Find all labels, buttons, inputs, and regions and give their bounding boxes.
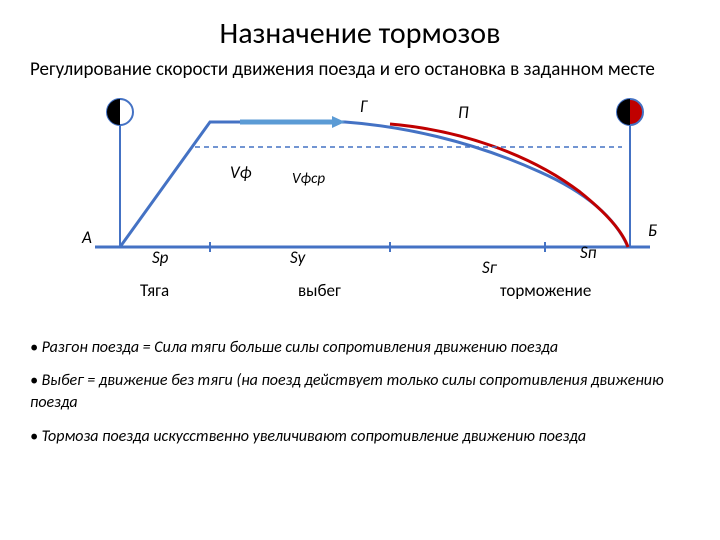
label-Sp: Sр [152,247,168,268]
label-Spn: Sп [580,242,597,263]
signal-left-icon [107,99,133,125]
label-A: А [82,227,92,248]
brake-curve [390,124,628,247]
mode-torm: торможение [500,280,591,301]
label-Sg: Sг [482,257,497,278]
label-Sy: Sу [290,247,305,268]
subtitle: Регулирование скорости движения поезда и… [30,58,690,82]
label-G: Г [360,96,367,117]
bullet-list: • Разгон поезда = Сила тяги больше силы … [30,337,690,447]
page-title: Назначение тормозов [30,15,690,52]
speed-profile-diagram: Г П Vф Vфср А Б Sр Sу Sг Sп Тяга выбег т… [40,92,680,322]
bullet-1: • Разгон поезда = Сила тяги больше силы … [30,337,690,359]
label-Vf: Vф [230,162,252,183]
bullet-2: • Выбег = движение без тяги (на поезд де… [30,370,690,413]
label-B: Б [648,220,657,241]
signal-right-icon [617,99,643,125]
speed-curve-main [120,122,628,247]
mode-tyaga: Тяга [140,280,169,301]
bullet-3: • Тормоза поезда искусственно увеличиваю… [30,426,690,448]
label-P: П [458,102,469,123]
label-Vfsr: Vфср [292,170,325,188]
mode-vybeg: выбег [298,280,341,301]
